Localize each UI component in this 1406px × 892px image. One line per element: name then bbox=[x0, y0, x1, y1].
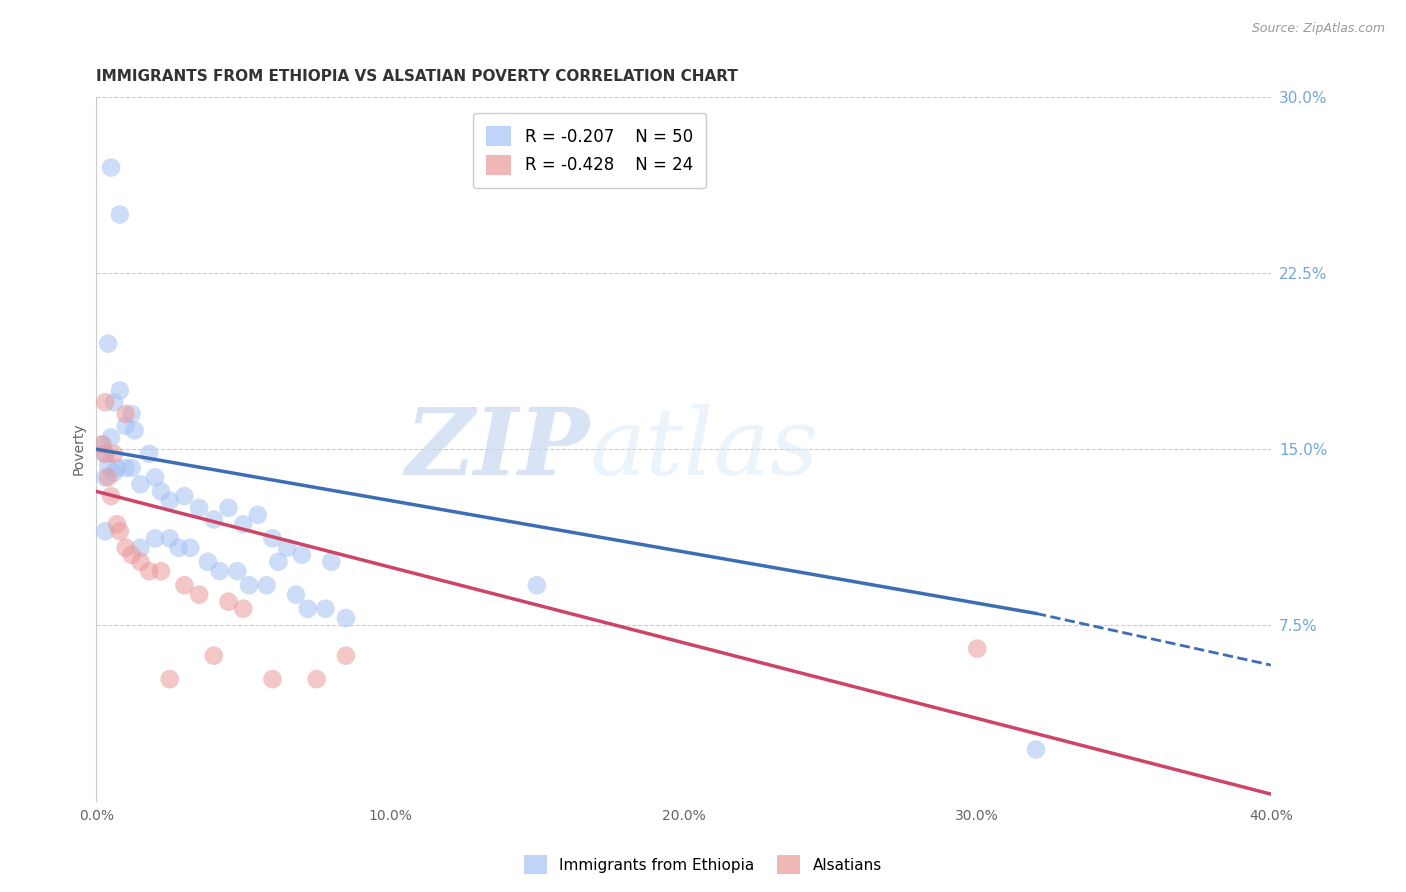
Point bbox=[188, 588, 211, 602]
Y-axis label: Poverty: Poverty bbox=[72, 423, 86, 475]
Point bbox=[197, 555, 219, 569]
Point bbox=[256, 578, 278, 592]
Point bbox=[188, 500, 211, 515]
Point bbox=[202, 648, 225, 663]
Point bbox=[108, 524, 131, 539]
Point bbox=[103, 447, 125, 461]
Point bbox=[91, 437, 114, 451]
Point bbox=[305, 672, 328, 686]
Point bbox=[246, 508, 269, 522]
Point bbox=[173, 489, 195, 503]
Point bbox=[335, 611, 357, 625]
Point bbox=[114, 418, 136, 433]
Point bbox=[129, 555, 152, 569]
Point bbox=[159, 532, 181, 546]
Point bbox=[105, 461, 128, 475]
Point bbox=[121, 548, 143, 562]
Point bbox=[114, 541, 136, 555]
Point bbox=[314, 601, 336, 615]
Point bbox=[149, 484, 172, 499]
Point bbox=[94, 447, 117, 461]
Point bbox=[276, 541, 298, 555]
Point bbox=[167, 541, 190, 555]
Point bbox=[100, 161, 122, 175]
Point bbox=[108, 207, 131, 221]
Point bbox=[143, 532, 166, 546]
Point bbox=[94, 524, 117, 539]
Point bbox=[103, 395, 125, 409]
Point bbox=[149, 564, 172, 578]
Point bbox=[218, 500, 240, 515]
Text: IMMIGRANTS FROM ETHIOPIA VS ALSATIAN POVERTY CORRELATION CHART: IMMIGRANTS FROM ETHIOPIA VS ALSATIAN POV… bbox=[97, 69, 738, 84]
Point bbox=[114, 407, 136, 421]
Point bbox=[97, 470, 120, 484]
Point bbox=[966, 641, 988, 656]
Point bbox=[97, 336, 120, 351]
Point bbox=[129, 541, 152, 555]
Point bbox=[1025, 742, 1047, 756]
Point bbox=[208, 564, 231, 578]
Point bbox=[121, 407, 143, 421]
Point bbox=[100, 489, 122, 503]
Point bbox=[138, 564, 160, 578]
Text: Source: ZipAtlas.com: Source: ZipAtlas.com bbox=[1251, 22, 1385, 36]
Point bbox=[129, 477, 152, 491]
Point bbox=[97, 458, 120, 473]
Point bbox=[138, 447, 160, 461]
Point bbox=[267, 555, 290, 569]
Point bbox=[232, 601, 254, 615]
Point bbox=[108, 384, 131, 398]
Point bbox=[202, 512, 225, 526]
Point bbox=[143, 470, 166, 484]
Point bbox=[226, 564, 249, 578]
Point bbox=[179, 541, 201, 555]
Point bbox=[232, 517, 254, 532]
Point bbox=[159, 672, 181, 686]
Point bbox=[321, 555, 343, 569]
Legend: Immigrants from Ethiopia, Alsatians: Immigrants from Ethiopia, Alsatians bbox=[517, 849, 889, 880]
Point bbox=[124, 424, 146, 438]
Text: ZIP: ZIP bbox=[405, 404, 589, 494]
Point bbox=[262, 672, 284, 686]
Point bbox=[218, 595, 240, 609]
Point bbox=[121, 461, 143, 475]
Point bbox=[100, 430, 122, 444]
Point bbox=[159, 493, 181, 508]
Point bbox=[94, 395, 117, 409]
Point bbox=[526, 578, 548, 592]
Point bbox=[94, 470, 117, 484]
Point bbox=[105, 517, 128, 532]
Point bbox=[291, 548, 314, 562]
Point bbox=[94, 447, 117, 461]
Point bbox=[103, 466, 125, 480]
Legend: R = -0.207    N = 50, R = -0.428    N = 24: R = -0.207 N = 50, R = -0.428 N = 24 bbox=[472, 112, 706, 188]
Point bbox=[335, 648, 357, 663]
Point bbox=[297, 601, 319, 615]
Point bbox=[262, 532, 284, 546]
Point bbox=[91, 437, 114, 451]
Text: atlas: atlas bbox=[589, 404, 820, 494]
Point bbox=[114, 461, 136, 475]
Point bbox=[238, 578, 260, 592]
Point bbox=[285, 588, 308, 602]
Point bbox=[173, 578, 195, 592]
